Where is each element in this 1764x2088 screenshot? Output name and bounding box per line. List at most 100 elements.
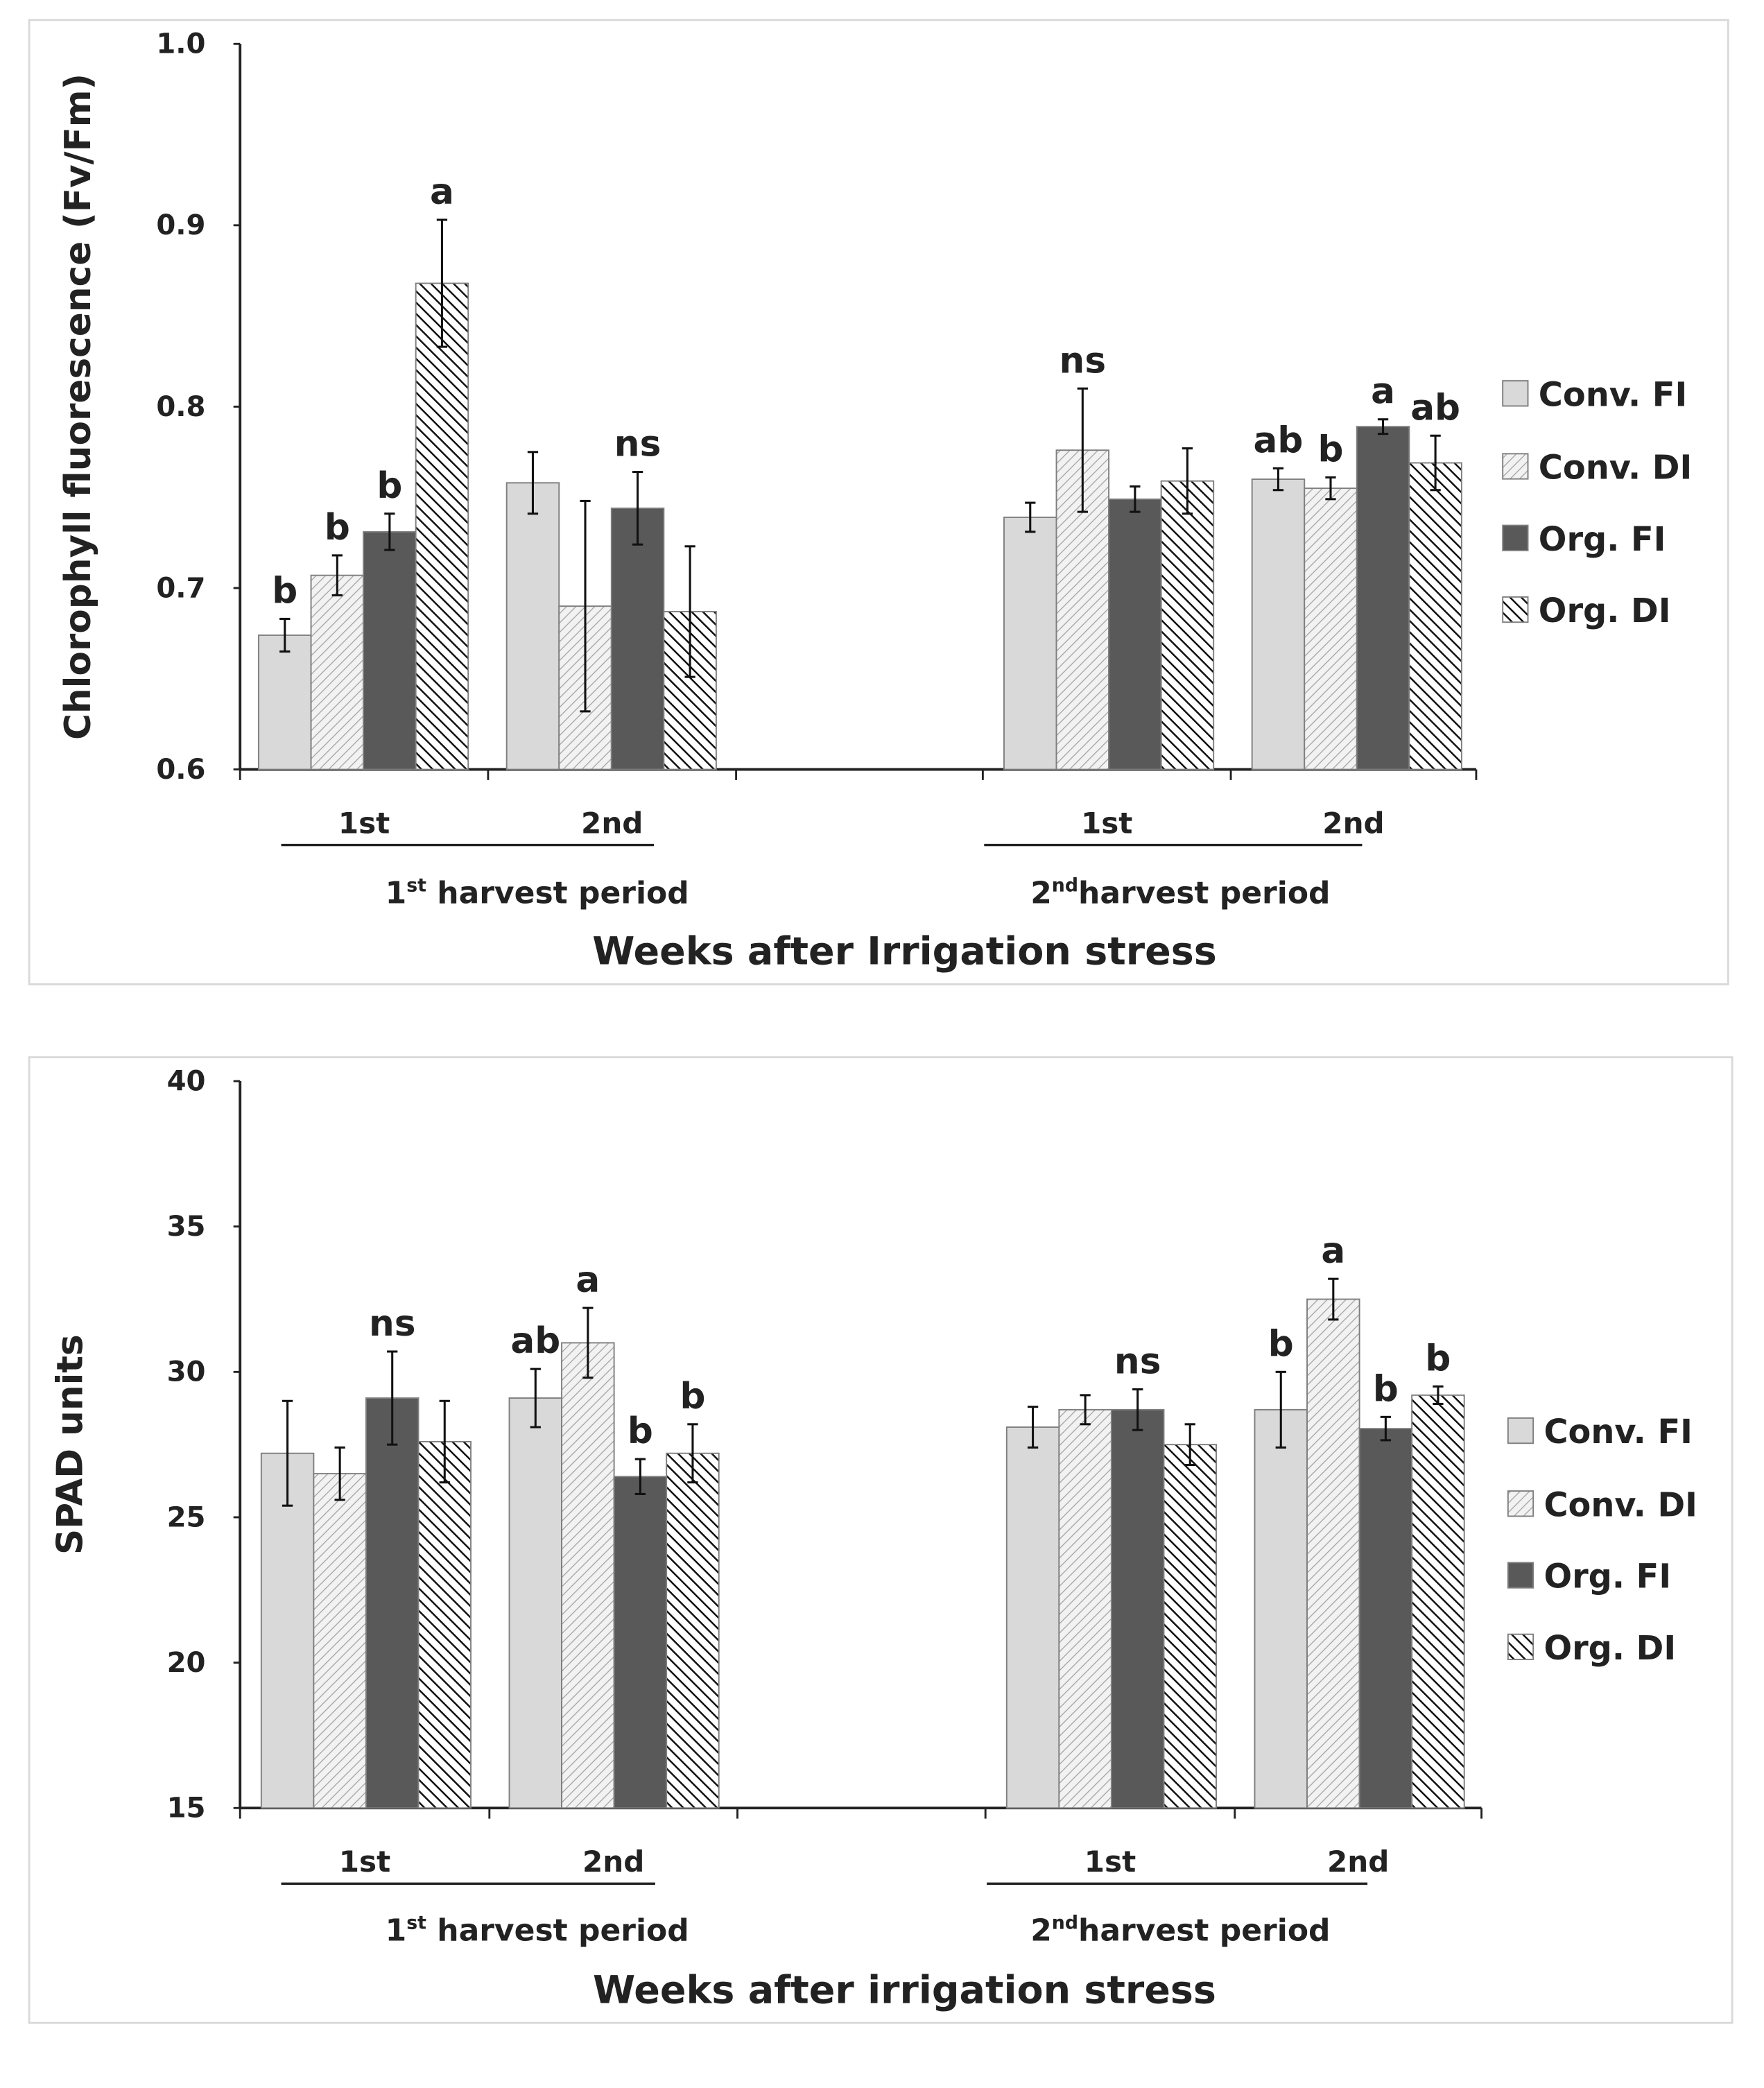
bar-conv-fi bbox=[1251, 478, 1306, 770]
bar-org-di bbox=[666, 1452, 720, 1809]
bar-group: ns bbox=[505, 424, 717, 770]
y-tick-label: 0.8 bbox=[156, 391, 205, 423]
chart-panel-1: 0.6 0.7 0.8 0.9 1.0 Chlorophyll fluorescence … bbox=[28, 19, 1729, 985]
legend-swatch bbox=[1507, 1417, 1534, 1444]
harvest-text: harvest period bbox=[1078, 876, 1331, 911]
legend-label: Org. FI bbox=[1539, 521, 1666, 559]
y-tick-label: 0.6 bbox=[156, 754, 205, 786]
legend-label: Org. FI bbox=[1544, 1558, 1671, 1596]
bar-conv-di bbox=[1306, 1298, 1360, 1809]
bar-org-di bbox=[1408, 462, 1462, 770]
significance-letter: b bbox=[377, 465, 402, 507]
x-axis-title: Weeks after irrigation stress bbox=[593, 1968, 1216, 2012]
significance-letter: a bbox=[430, 171, 454, 213]
legend-label: Conv. FI bbox=[1544, 1413, 1692, 1451]
harvest-number: 2 bbox=[1030, 1913, 1052, 1949]
significance-letter: b bbox=[1268, 1323, 1294, 1365]
harvest-number: 1 bbox=[386, 876, 407, 911]
legend: Conv. FI Conv. DI Org. FI Org. DI bbox=[1507, 1413, 1697, 1668]
y-axis-title: SPAD units bbox=[50, 1334, 92, 1555]
legend-swatch bbox=[1502, 453, 1529, 480]
significance-letter: b bbox=[1425, 1338, 1451, 1379]
category-label: 1st bbox=[1081, 806, 1132, 840]
bar-org-fi bbox=[1358, 1428, 1413, 1809]
significance-letter: b bbox=[272, 570, 297, 612]
legend-label: Conv. FI bbox=[1539, 376, 1687, 414]
significance-letter: b bbox=[325, 507, 350, 549]
legend-swatch bbox=[1502, 596, 1529, 623]
harvest-superscript: nd bbox=[1052, 875, 1078, 897]
legend-swatch bbox=[1507, 1490, 1534, 1517]
bar-org-di bbox=[417, 1441, 472, 1809]
legend-swatch bbox=[1502, 524, 1529, 551]
bar-conv-di bbox=[310, 574, 365, 770]
bar-conv-fi bbox=[260, 1452, 315, 1809]
y-tick-label: 1.0 bbox=[156, 28, 205, 60]
harvest-superscript: st bbox=[406, 875, 426, 897]
significance-letter: b bbox=[680, 1376, 705, 1417]
significance-letter: ns bbox=[369, 1303, 415, 1345]
legend-swatch bbox=[1507, 1633, 1534, 1660]
bar-conv-fi bbox=[258, 635, 312, 770]
y-tick-label: 30 bbox=[167, 1356, 206, 1388]
significance-letter: ns bbox=[1060, 340, 1106, 381]
bar-group: ns bbox=[260, 1303, 472, 1809]
bar-conv-fi bbox=[1254, 1408, 1308, 1809]
harvest-text: harvest period bbox=[1078, 1913, 1331, 1949]
y-tick-label: 35 bbox=[167, 1211, 206, 1243]
significance-letter: a bbox=[576, 1259, 600, 1301]
y-tick-label: 25 bbox=[167, 1501, 206, 1533]
harvest-number: 2 bbox=[1030, 876, 1052, 911]
harvest-period-label: 2ndharvest period bbox=[1030, 875, 1330, 911]
bar-org-fi bbox=[363, 530, 417, 770]
significance-letter: b bbox=[1318, 429, 1344, 470]
bar-org-di bbox=[1411, 1394, 1465, 1809]
legend-label: Org. DI bbox=[1544, 1630, 1676, 1668]
y-axis-title: Chlorophyll fluorescence (Fv/Fm) bbox=[58, 74, 99, 740]
legend: Conv. FI Conv. DI Org. FI Org. DI bbox=[1502, 376, 1692, 630]
significance-letter: ab bbox=[1410, 387, 1460, 429]
legend-swatch bbox=[1507, 1562, 1534, 1589]
bar-group: ns bbox=[1005, 1341, 1217, 1809]
bar-conv-di bbox=[561, 1342, 615, 1809]
significance-letter: ab bbox=[1254, 420, 1304, 461]
harvest-superscript: nd bbox=[1052, 1912, 1078, 1933]
category-label: 2nd bbox=[582, 1845, 644, 1879]
bar-conv-di bbox=[1058, 1408, 1112, 1809]
category-label: 2nd bbox=[581, 806, 643, 840]
harvest-number: 1 bbox=[386, 1913, 407, 1949]
bar-org-di bbox=[415, 282, 469, 770]
harvest-period-label: 1st harvest period bbox=[386, 1912, 689, 1948]
bar-org-fi bbox=[1356, 426, 1410, 770]
panel-border bbox=[28, 19, 1729, 985]
category-label: 1st bbox=[1084, 1845, 1136, 1879]
bar-conv-fi bbox=[1003, 517, 1057, 770]
bar-org-fi bbox=[1108, 498, 1162, 770]
bar-conv-fi bbox=[1005, 1426, 1060, 1809]
category-label: 2nd bbox=[1322, 806, 1384, 840]
bar-org-fi bbox=[613, 1476, 668, 1809]
harvest-period-label: 1st harvest period bbox=[386, 875, 689, 911]
harvest-superscript: st bbox=[406, 1912, 426, 1933]
harvest-text: harvest period bbox=[426, 1913, 689, 1949]
legend-swatch bbox=[1502, 380, 1529, 407]
legend-label: Org. DI bbox=[1539, 592, 1671, 630]
harvest-period-label: 2ndharvest period bbox=[1030, 1912, 1330, 1948]
significance-letter: ab bbox=[510, 1320, 560, 1362]
bar-group: ab ba ab bbox=[1251, 371, 1462, 770]
significance-letter: a bbox=[1321, 1230, 1345, 1272]
bar-org-fi bbox=[365, 1397, 420, 1809]
category-label: 1st bbox=[338, 806, 390, 840]
bar-org-fi bbox=[1110, 1408, 1165, 1809]
bar-conv-di bbox=[1304, 488, 1358, 770]
bar-group: ns bbox=[1003, 340, 1215, 770]
y-tick-label: 0.9 bbox=[156, 209, 205, 241]
bar-org-di bbox=[1160, 480, 1215, 770]
significance-letter: ns bbox=[614, 424, 661, 465]
y-tick-label: 0.7 bbox=[156, 572, 205, 604]
